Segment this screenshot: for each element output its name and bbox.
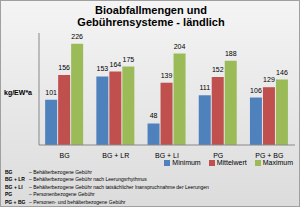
svg-text:101: 101 <box>45 89 57 96</box>
html-text:– Behälterbezogene Gebühr nach: – Behälterbezogene Gebühr nach tatsächli… <box>29 183 209 190</box>
svg-text:156: 156 <box>58 64 70 71</box>
svg-text:164: 164 <box>110 61 122 68</box>
svg-text:226: 226 <box>71 33 83 40</box>
html-text:Bioabfallmengen und Gebührensy: Bioabfallmengen und Gebührensysteme - lä… <box>77 4 225 28</box>
html-text:BG: BG <box>5 169 13 175</box>
html-text:PG + BG: PG + BG <box>5 198 26 205</box>
svg-text:111: 111 <box>199 84 210 91</box>
html-text:BG + LR: BG + LR <box>5 176 25 183</box>
svg-text:175: 175 <box>123 56 135 63</box>
svg-text:BG + LR: BG + LR <box>102 152 129 159</box>
html-text:BG + LI: BG + LI <box>5 183 23 190</box>
svg-text:BG: BG <box>60 152 70 159</box>
svg-text:106: 106 <box>250 87 262 94</box>
html-text:Mittelwert: Mittelwert <box>216 159 247 166</box>
html-text:Maximum: Maximum <box>262 159 293 166</box>
html-text:Minimum: Minimum <box>172 159 201 166</box>
html-text:kg/EW*a: kg/EW*a <box>4 89 32 96</box>
svg-text:152: 152 <box>212 66 224 73</box>
svg-text:153: 153 <box>97 65 109 72</box>
svg-text:204: 204 <box>174 43 186 50</box>
svg-text:PG + BG: PG + BG <box>255 152 283 159</box>
svg-text:129: 129 <box>263 76 275 83</box>
svg-text:PG: PG <box>213 152 223 159</box>
svg-text:188: 188 <box>225 50 237 57</box>
svg-text:48: 48 <box>150 112 158 119</box>
svg-text:BG + LI: BG + LI <box>155 152 179 159</box>
html-text:– Personen- und behälterbezoge: – Personen- und behälterbezogene Gebühr <box>29 198 126 205</box>
html-text:– Personenbezogene Gebühr: – Personenbezogene Gebühr <box>29 191 95 198</box>
html-text:– Behälterbezogene Gebühr: – Behälterbezogene Gebühr <box>29 169 92 175</box>
svg-text:146: 146 <box>276 69 288 76</box>
html-text:PG: PG <box>5 191 13 198</box>
html-text:– Behälterbezogene Gebühr nach: – Behälterbezogene Gebühr nach Leerungsr… <box>29 176 147 183</box>
svg-text:139: 139 <box>161 72 173 79</box>
